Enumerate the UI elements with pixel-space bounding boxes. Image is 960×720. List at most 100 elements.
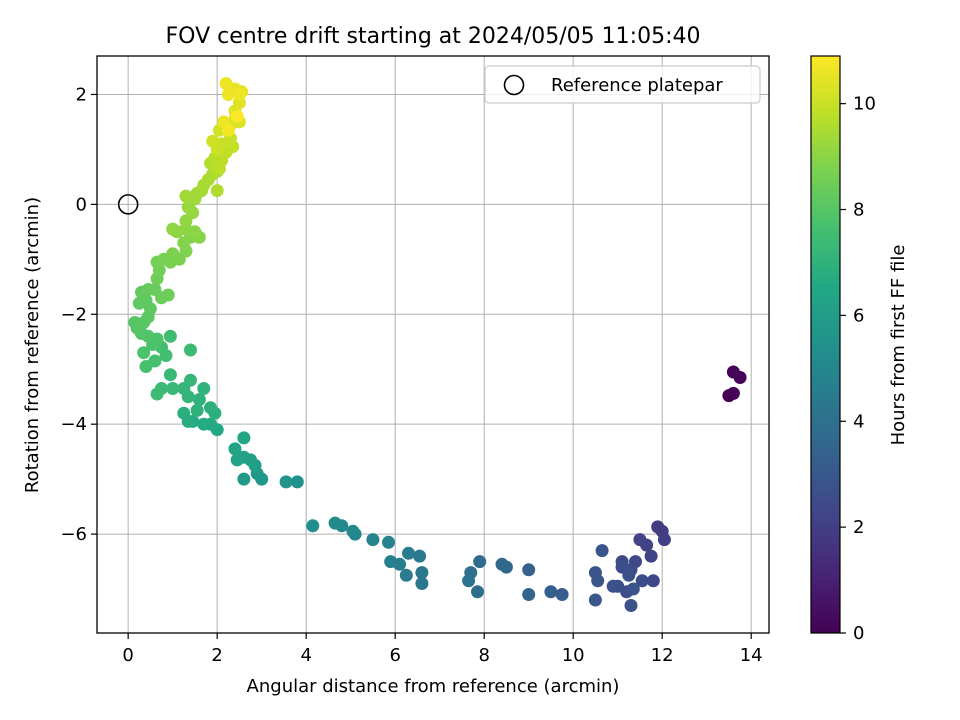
y-tick-label: −2: [60, 304, 87, 325]
legend-box: [484, 65, 761, 104]
colorbar-tick-label: 6: [853, 305, 864, 326]
scatter-point: [595, 544, 609, 558]
scatter-point: [197, 417, 211, 431]
scatter-point: [232, 88, 246, 101]
scatter-point: [139, 360, 153, 373]
chart-title: FOV centre drift starting at 2024/05/05 …: [166, 24, 701, 49]
x-tick-label: 8: [478, 645, 489, 666]
scatter-point: [204, 401, 217, 415]
scatter-point: [402, 546, 415, 560]
scatter-point: [184, 343, 197, 357]
x-tick-label: 0: [122, 645, 133, 666]
scatter-point: [177, 406, 191, 420]
y-tick-label: 2: [76, 84, 87, 105]
x-tick-label: 4: [300, 645, 311, 666]
scatter-point: [228, 442, 242, 456]
scatter-point: [346, 524, 360, 538]
colorbar-label: Hours from first FF file: [888, 245, 909, 446]
scatter-point: [495, 557, 509, 571]
scatter-point: [384, 555, 398, 569]
scatter-point: [473, 555, 487, 569]
scatter-point: [544, 585, 558, 599]
x-axis-ticks: 0 2 4 6 8 10 12 14: [122, 633, 763, 666]
scatter-point: [328, 516, 342, 530]
scatter-point: [399, 568, 413, 582]
data-points: [128, 77, 747, 612]
scatter-point: [179, 189, 193, 203]
scatter-point: [137, 346, 151, 360]
scatter-point: [591, 574, 605, 588]
scatter-point: [290, 475, 304, 489]
scatter-point: [726, 386, 740, 400]
scatter-point: [190, 403, 204, 417]
scatter-point: [415, 577, 429, 590]
scatter-point: [163, 329, 177, 343]
scatter-point: [382, 535, 395, 549]
scatter-point: [635, 574, 649, 588]
plot-frame: [96, 55, 770, 634]
scatter-point: [462, 574, 476, 588]
legend: Reference platepar: [484, 65, 761, 104]
scatter-point: [128, 316, 142, 329]
scatter-point: [237, 472, 251, 486]
colorbar-tick-label: 4: [853, 411, 864, 432]
reference-marker: [117, 194, 139, 215]
scatter-point: [219, 77, 233, 90]
x-tick-label: 10: [562, 645, 585, 666]
scatter-point: [606, 579, 620, 593]
x-axis-label: Angular distance from reference (arcmin): [247, 676, 620, 697]
scatter-point: [166, 222, 180, 236]
scatter-point: [161, 288, 175, 302]
y-tick-label: −4: [60, 414, 87, 435]
legend-marker-icon: [503, 74, 525, 96]
colorbar-gradient: [810, 55, 841, 634]
scatter-point: [413, 549, 427, 563]
scatter-point: [237, 431, 251, 445]
scatter-point: [166, 382, 180, 395]
scatter-point: [306, 519, 320, 533]
scatter-point: [622, 568, 636, 582]
x-tick-label: 12: [651, 645, 674, 666]
scatter-point: [624, 599, 638, 612]
scatter-point: [206, 134, 220, 148]
scatter-point: [633, 533, 647, 547]
scatter-point: [415, 566, 429, 580]
scatter-point: [626, 582, 640, 596]
colorbar-tick-label: 0: [853, 623, 864, 644]
scatter-point: [733, 371, 747, 384]
x-tick-label: 14: [740, 645, 763, 666]
scatter-point: [230, 453, 244, 467]
y-axis-label: Rotation from reference (arcmin): [22, 197, 43, 493]
scatter-point: [192, 393, 206, 406]
x-tick-label: 6: [389, 645, 400, 666]
y-tick-label: −6: [60, 524, 87, 545]
scatter-point: [655, 524, 669, 538]
scatter-point: [221, 123, 235, 137]
x-tick-label: 2: [211, 645, 222, 666]
legend-entry-label: Reference platepar: [551, 75, 723, 96]
scatter-point: [210, 184, 224, 198]
scatter-point: [221, 88, 235, 101]
scatter-point: [471, 585, 484, 599]
scatter-point: [230, 109, 244, 123]
scatter-point: [212, 162, 226, 176]
scatter-point: [644, 549, 658, 563]
scatter-point: [132, 296, 146, 310]
colorbar-tick-label: 2: [853, 517, 864, 538]
colorbar-ticks: 0 2 4 6 8 10: [840, 94, 876, 644]
scatter-point: [197, 382, 211, 395]
y-axis-ticks: 2 0 −2 −4 −6: [60, 84, 97, 545]
scatter-point: [522, 588, 536, 601]
scatter-point: [588, 593, 602, 607]
scatter-point: [279, 475, 293, 489]
scatter-point: [163, 368, 177, 382]
y-tick-label: 0: [76, 194, 87, 215]
scatter-point: [150, 387, 164, 401]
colorbar-tick-label: 8: [853, 200, 864, 221]
scatter-point: [646, 574, 660, 588]
colorbar: 0 2 4 6 8 10 Hours from first FF file: [810, 55, 909, 644]
scatter-point: [366, 533, 380, 547]
scatter-point: [555, 588, 569, 601]
grid-lines: [97, 56, 769, 633]
